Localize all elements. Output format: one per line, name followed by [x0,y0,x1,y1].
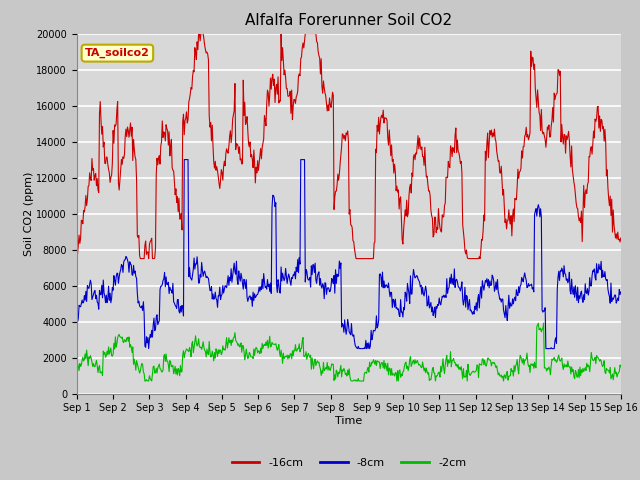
X-axis label: Time: Time [335,416,362,426]
Y-axis label: Soil CO2 (ppm): Soil CO2 (ppm) [24,171,33,256]
Legend: -16cm, -8cm, -2cm: -16cm, -8cm, -2cm [227,453,470,472]
Text: TA_soilco2: TA_soilco2 [85,48,150,58]
Title: Alfalfa Forerunner Soil CO2: Alfalfa Forerunner Soil CO2 [245,13,452,28]
